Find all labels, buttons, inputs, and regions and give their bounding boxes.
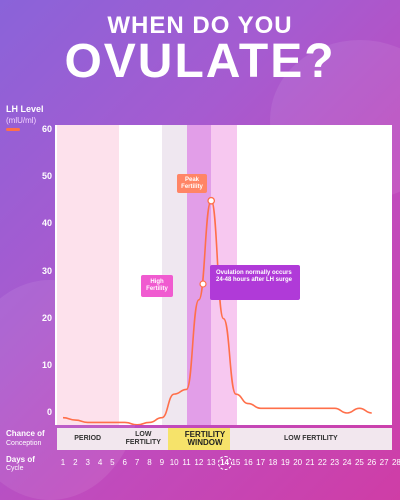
peak-fertility-callout: Peak Fertility (177, 174, 207, 193)
x-tick-label: 19 (280, 458, 290, 467)
title-line-1: WHEN DO YOU (107, 12, 293, 39)
chance-of-conception-label: Chance of Conception (6, 429, 45, 449)
x-tick-label: 6 (122, 458, 127, 467)
y-tick-label: 30 (41, 265, 52, 276)
ovulation-marker (199, 280, 207, 288)
lh-level-line (62, 199, 372, 425)
chance-title: Chance of (6, 429, 45, 438)
legend-title: LH Level (6, 104, 44, 114)
chance-sub: Conception (6, 440, 42, 447)
lh-chart (62, 196, 372, 425)
y-tick-label: 10 (41, 359, 52, 370)
x-tick-label: 20 (293, 458, 303, 467)
x-tick-label: 4 (97, 458, 103, 467)
legend-line-swatch (6, 128, 20, 131)
x-tick-label: 23 (330, 458, 340, 467)
x-tick-label: 7 (134, 458, 140, 467)
days-of-cycle-label: Days of Cycle (6, 455, 35, 473)
y-tick-label: 60 (41, 124, 52, 134)
y-tick-label: 40 (41, 218, 52, 229)
x-tick-label: 2 (73, 458, 78, 467)
high-fertility-callout: High Fertility (141, 275, 173, 297)
x-tick-label: 22 (317, 458, 327, 467)
x-tick-label: 16 (243, 458, 253, 467)
x-tick-label: 27 (379, 458, 389, 467)
days-title: Days of (6, 455, 35, 464)
days-sub: Cycle (6, 465, 24, 472)
x-tick-label: 18 (268, 458, 278, 467)
x-tick-label: 24 (342, 458, 352, 467)
y-tick-label: 0 (46, 407, 52, 417)
x-tick-label: 13 (206, 458, 216, 467)
fertility-segment: LOW FERTILITY (229, 428, 392, 450)
fertility-segment: PERIOD (56, 428, 119, 450)
x-tick-label: 12 (194, 458, 204, 467)
x-tick-label: 10 (169, 458, 179, 467)
high-fertility-text: High Fertility (146, 279, 168, 292)
x-tick-label: 1 (60, 458, 66, 467)
x-tick-label: 25 (354, 458, 364, 467)
phase-band (56, 125, 119, 425)
x-tick-label: 3 (85, 458, 90, 467)
x-tick-label: 8 (147, 458, 152, 467)
fertility-segment: LOW FERTILITY (118, 428, 168, 450)
x-tick-label: 11 (182, 458, 191, 467)
x-tick-label: 14 (217, 456, 232, 470)
y-tick-label: 50 (41, 171, 52, 182)
title-line-2: OVULATE? (64, 35, 336, 88)
legend-unit: (mlU/ml) (6, 116, 37, 125)
fertility-segment: FERTILITY WINDOW (167, 428, 243, 450)
x-tick-label: 28 (391, 458, 400, 467)
plot-area: Peak Fertility High Fertility Ovulation … (55, 125, 392, 425)
ovulation-text: Ovulation normally occurs 24-48 hours af… (216, 270, 293, 283)
x-tick-label: 26 (367, 458, 377, 467)
x-tick-label: 9 (159, 458, 165, 467)
x-tick-label: 17 (256, 458, 266, 467)
peak-marker (207, 196, 216, 205)
x-tick-label: 21 (305, 458, 315, 467)
ovulation-callout: Ovulation normally occurs 24-48 hours af… (210, 265, 300, 300)
peak-fertility-text: Peak Fertility (181, 177, 203, 190)
x-tick-label: 5 (110, 458, 115, 467)
x-tick-label: 15 (231, 458, 241, 467)
y-tick-label: 20 (41, 312, 52, 323)
